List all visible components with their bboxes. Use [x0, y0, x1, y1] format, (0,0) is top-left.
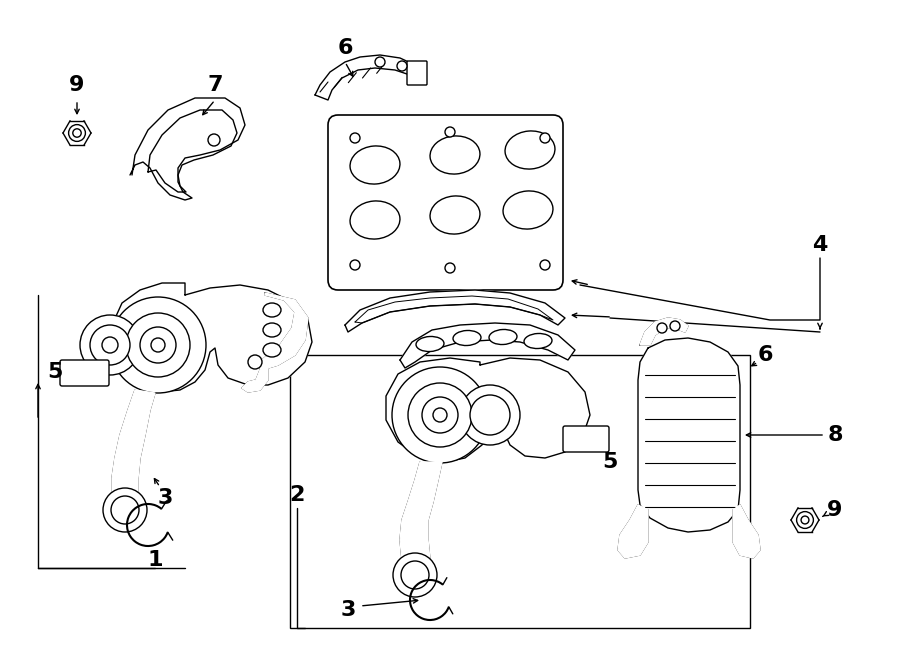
Circle shape: [80, 315, 140, 375]
Polygon shape: [315, 55, 418, 100]
Text: 5: 5: [602, 452, 617, 472]
Circle shape: [375, 57, 385, 67]
Ellipse shape: [503, 191, 553, 229]
Circle shape: [103, 488, 147, 532]
Circle shape: [393, 553, 437, 597]
Ellipse shape: [263, 343, 281, 357]
Circle shape: [111, 496, 139, 524]
Circle shape: [801, 516, 809, 524]
Circle shape: [350, 133, 360, 143]
Ellipse shape: [453, 330, 481, 346]
Circle shape: [151, 338, 165, 352]
FancyBboxPatch shape: [563, 426, 609, 452]
Circle shape: [90, 325, 130, 365]
Ellipse shape: [505, 131, 555, 169]
Circle shape: [102, 337, 118, 353]
Ellipse shape: [350, 201, 400, 239]
Circle shape: [796, 512, 814, 528]
Circle shape: [392, 367, 488, 463]
Circle shape: [657, 323, 667, 333]
Text: 4: 4: [813, 235, 828, 255]
Polygon shape: [345, 290, 565, 332]
Polygon shape: [618, 505, 648, 558]
Circle shape: [73, 129, 81, 137]
Polygon shape: [242, 293, 308, 392]
Polygon shape: [130, 98, 245, 200]
Text: 5: 5: [48, 362, 63, 382]
Text: 6: 6: [338, 38, 353, 58]
Text: 1: 1: [148, 550, 163, 570]
Circle shape: [422, 397, 458, 433]
Ellipse shape: [263, 303, 281, 317]
Polygon shape: [400, 462, 442, 570]
Text: 6: 6: [757, 345, 773, 365]
Circle shape: [470, 395, 510, 435]
Circle shape: [126, 313, 190, 377]
Ellipse shape: [489, 329, 517, 344]
Circle shape: [408, 383, 472, 447]
Circle shape: [140, 327, 176, 363]
FancyBboxPatch shape: [407, 61, 427, 85]
Text: 3: 3: [158, 488, 173, 508]
Circle shape: [110, 297, 206, 393]
Polygon shape: [386, 358, 590, 462]
Text: 7: 7: [207, 75, 223, 95]
Circle shape: [445, 127, 455, 137]
Circle shape: [68, 125, 86, 141]
Ellipse shape: [263, 323, 281, 337]
Text: 2: 2: [289, 485, 305, 505]
Bar: [290, 355, 750, 628]
Ellipse shape: [350, 146, 400, 184]
Text: 3: 3: [340, 600, 356, 620]
Text: 9: 9: [69, 75, 85, 95]
Ellipse shape: [430, 136, 480, 174]
Text: 8: 8: [827, 425, 842, 445]
Circle shape: [460, 385, 520, 445]
Ellipse shape: [524, 334, 552, 348]
Polygon shape: [638, 338, 740, 532]
Circle shape: [397, 61, 407, 71]
Circle shape: [248, 355, 262, 369]
Polygon shape: [112, 283, 312, 392]
Ellipse shape: [430, 196, 480, 234]
Circle shape: [445, 263, 455, 273]
Polygon shape: [112, 390, 155, 505]
Circle shape: [208, 134, 220, 146]
Ellipse shape: [416, 336, 444, 352]
Polygon shape: [400, 323, 575, 368]
Circle shape: [401, 561, 429, 589]
Text: 9: 9: [827, 500, 842, 520]
FancyBboxPatch shape: [60, 360, 109, 386]
Circle shape: [350, 260, 360, 270]
Circle shape: [433, 408, 447, 422]
Circle shape: [540, 260, 550, 270]
Circle shape: [670, 321, 680, 331]
Circle shape: [540, 133, 550, 143]
FancyBboxPatch shape: [328, 115, 563, 290]
Polygon shape: [640, 318, 688, 345]
Polygon shape: [733, 505, 760, 558]
